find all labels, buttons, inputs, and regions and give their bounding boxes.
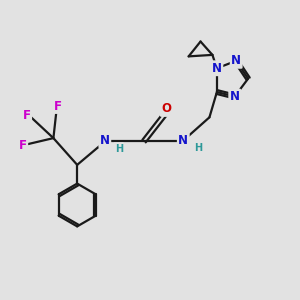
- Text: N: N: [231, 54, 241, 67]
- Text: F: F: [23, 109, 31, 122]
- Text: N: N: [100, 134, 110, 147]
- Text: N: N: [230, 90, 240, 103]
- Text: H: H: [115, 143, 123, 154]
- Text: H: H: [194, 142, 202, 153]
- Text: N: N: [178, 134, 188, 147]
- Text: O: O: [161, 103, 171, 116]
- Text: N: N: [212, 62, 222, 75]
- Text: F: F: [54, 100, 62, 112]
- Text: F: F: [19, 139, 27, 152]
